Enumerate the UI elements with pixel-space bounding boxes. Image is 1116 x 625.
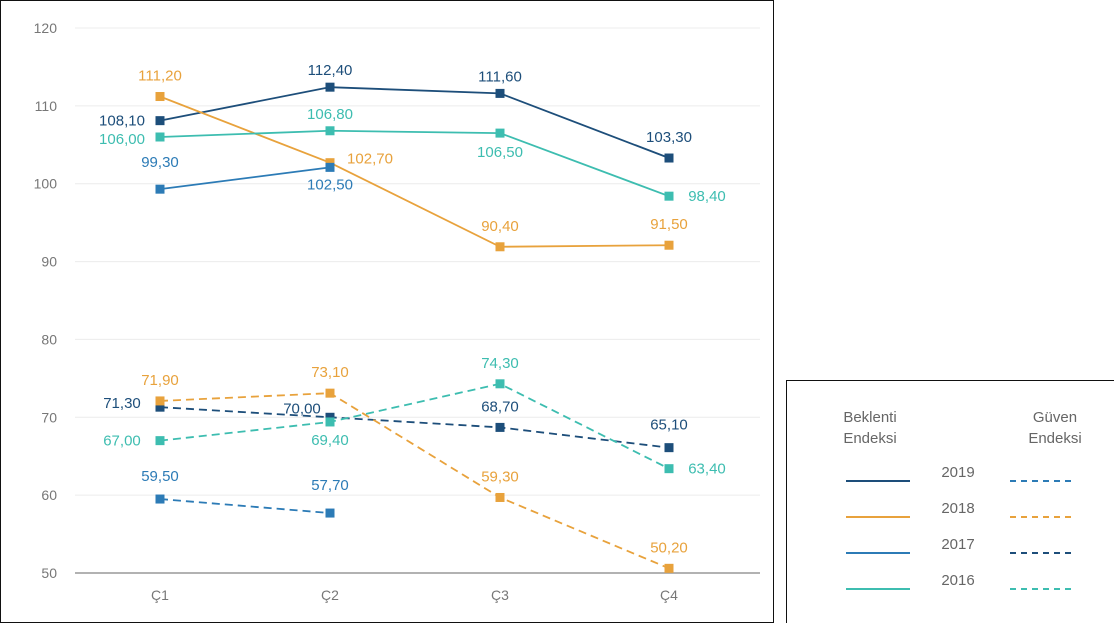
data-label: 102,50 [307, 176, 353, 193]
series-line-beklenti-2016 [159, 129, 670, 198]
data-label: 91,50 [650, 216, 688, 233]
data-label: 71,30 [103, 395, 141, 412]
data-point-marker [664, 563, 674, 573]
data-point-marker [155, 396, 165, 406]
data-point-marker [325, 508, 335, 518]
data-point-marker [155, 116, 165, 126]
y-tick-label: 90 [41, 254, 57, 270]
legend-frame [786, 380, 1114, 623]
data-label: 67,00 [103, 433, 141, 450]
data-point-marker [325, 417, 335, 427]
data-point-marker [155, 92, 165, 102]
x-tick-label: Ç4 [660, 587, 678, 603]
data-point-marker [325, 158, 335, 168]
data-label: 112,40 [308, 62, 353, 79]
data-point-marker [325, 126, 335, 136]
legend-header-guven: Güven Endeksi [1028, 409, 1081, 447]
data-label: 63,40 [688, 461, 726, 478]
legend-year-label: 2017 [941, 536, 974, 553]
y-tick-label: 110 [35, 98, 58, 114]
series-line-beklenti-2019 [159, 86, 670, 159]
y-tick-label: 60 [41, 487, 57, 503]
data-point-marker [495, 422, 505, 432]
series-line-güven-2018 [159, 392, 670, 570]
data-label: 59,30 [481, 468, 519, 485]
y-tick-label: 120 [34, 20, 58, 36]
data-label: 90,40 [481, 218, 519, 235]
data-point-marker [325, 162, 335, 172]
data-point-marker [155, 184, 165, 194]
y-tick-label: 70 [41, 409, 57, 425]
data-label: 108,10 [99, 113, 145, 130]
data-point-marker [664, 443, 674, 453]
data-labels: 108,10 112,40 111,60 103,30 111,20 102,70 90,4… [99, 62, 726, 556]
chart-frame [0, 0, 774, 623]
data-point-marker [495, 379, 505, 389]
x-tick-label: Ç1 [151, 587, 169, 603]
data-label: 71,90 [141, 372, 179, 389]
data-point-marker [325, 82, 335, 92]
data-point-marker [664, 464, 674, 474]
series-line-beklenti-2017 [159, 166, 331, 191]
data-label: 65,10 [650, 417, 688, 434]
data-label: 69,40 [311, 432, 349, 449]
data-label: 70,00 [283, 400, 321, 417]
data-point-marker [664, 191, 674, 201]
data-label: 102,70 [347, 151, 393, 168]
legend: Beklenti Endeksi Güven Endeksi 2019 2018 201… [843, 409, 1082, 590]
legend-year-label: 2019 [941, 464, 974, 481]
data-point-marker [325, 388, 335, 398]
series-line-güven-2016 [159, 382, 670, 470]
data-point-marker [495, 242, 505, 252]
axes: 50 60 70 80 90 100 110 120 Ç1 Ç2 Ç3 Ç4 [34, 20, 760, 603]
series-line-beklenti-2018 [159, 95, 670, 248]
data-point-marker [155, 436, 165, 446]
x-tick-label: Ç2 [321, 587, 339, 603]
data-point-marker [155, 132, 165, 142]
data-label: 106,00 [99, 131, 145, 148]
data-point-marker [495, 88, 505, 98]
data-label: 59,50 [141, 468, 179, 485]
data-point-marker [155, 402, 165, 412]
data-label: 99,30 [141, 154, 179, 171]
data-point-marker [495, 492, 505, 502]
y-tick-label: 50 [41, 565, 57, 581]
data-label: 111,60 [478, 68, 522, 85]
data-point-marker [664, 153, 674, 163]
data-label: 74,30 [481, 355, 519, 372]
grid-lines [75, 27, 760, 496]
legend-year-label: 2016 [941, 572, 974, 589]
legend-year-label: 2018 [941, 500, 974, 517]
data-label: 73,10 [311, 364, 349, 381]
y-tick-label: 100 [34, 176, 58, 192]
legend-header-beklenti: Beklenti Endeksi [843, 409, 896, 447]
data-label: 68,70 [481, 398, 519, 415]
data-markers [155, 82, 674, 573]
data-label: 103,30 [646, 129, 692, 146]
data-point-marker [664, 240, 674, 250]
data-label: 111,20 [138, 68, 182, 85]
series-lines [159, 86, 670, 570]
y-tick-label: 80 [41, 331, 57, 347]
series-line-güven-2017 [159, 498, 331, 514]
data-label: 106,50 [477, 144, 523, 161]
data-point-marker [325, 412, 335, 422]
data-label: 106,80 [307, 106, 353, 123]
x-tick-label: Ç3 [491, 587, 509, 603]
data-label: 57,70 [311, 477, 349, 494]
data-label: 50,20 [650, 539, 688, 556]
series-line-güven-2019 [159, 406, 670, 449]
data-label: 98,40 [688, 188, 726, 205]
data-point-marker [495, 128, 505, 138]
data-point-marker [155, 494, 165, 504]
